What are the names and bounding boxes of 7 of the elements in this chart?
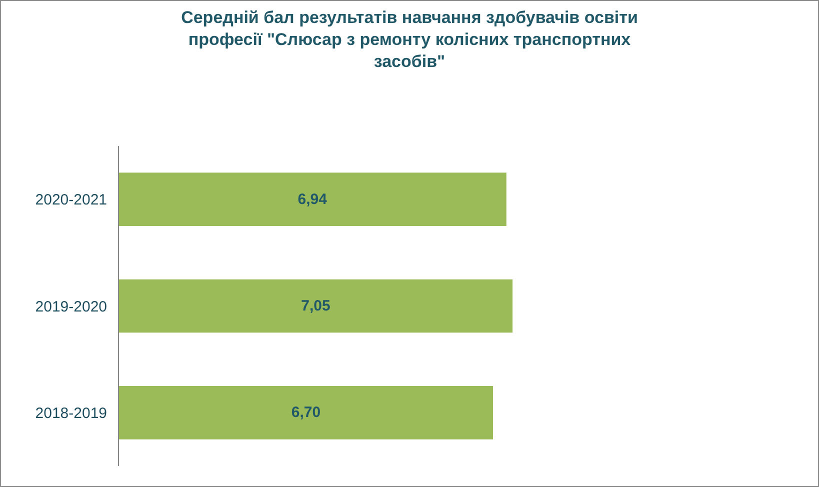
chart-title: Середній бал результатів навчання здобувачів освіти професії "Слюсар з ремонту колісних транспортних засобів" [181, 8, 638, 72]
y-tick-label: 2020-2021 [35, 192, 107, 209]
data-label: 6,70 [291, 404, 321, 422]
y-tick-label: 2018-2019 [35, 404, 107, 422]
data-label: 7,05 [301, 298, 330, 314]
y-tick-label: 2019-2020 [35, 298, 107, 316]
data-label: 6,94 [298, 190, 328, 208]
